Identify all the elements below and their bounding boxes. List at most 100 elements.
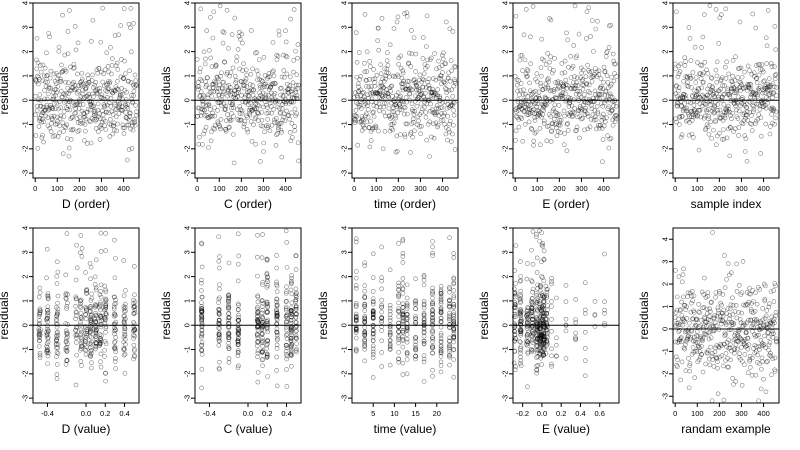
data-point xyxy=(82,114,88,120)
data-point xyxy=(229,105,234,111)
y-tick-label: 2 xyxy=(21,275,30,279)
data-point xyxy=(512,311,518,317)
data-point xyxy=(540,243,545,249)
data-point xyxy=(407,97,412,103)
data-point xyxy=(115,121,120,127)
y-tick-label: 1 xyxy=(501,74,510,78)
data-point xyxy=(294,72,300,78)
data-point xyxy=(121,352,127,358)
data-point xyxy=(289,305,294,311)
data-point xyxy=(274,265,280,271)
data-point xyxy=(360,90,365,96)
data-point xyxy=(288,314,294,320)
data-point xyxy=(698,114,704,120)
data-point xyxy=(438,118,444,123)
data-point xyxy=(283,299,289,304)
data-point xyxy=(257,90,262,95)
data-point xyxy=(417,72,423,78)
data-point xyxy=(260,301,266,306)
x-tick-label: 200 xyxy=(235,184,248,193)
data-point xyxy=(354,114,359,119)
data-point xyxy=(556,122,562,128)
data-points xyxy=(511,228,607,390)
data-point xyxy=(573,297,578,302)
data-point xyxy=(260,307,265,313)
data-point xyxy=(202,61,208,67)
data-point xyxy=(521,108,527,114)
data-point xyxy=(263,96,269,102)
data-point xyxy=(289,300,295,306)
data-point xyxy=(768,124,773,129)
data-point xyxy=(549,317,554,322)
data-point xyxy=(543,283,549,289)
data-point xyxy=(362,283,368,288)
data-point xyxy=(532,118,538,123)
data-point xyxy=(121,313,127,319)
data-point xyxy=(530,4,536,9)
data-point xyxy=(251,88,256,93)
data-point xyxy=(209,64,215,69)
data-point xyxy=(772,281,778,286)
data-point xyxy=(215,100,221,105)
data-point xyxy=(259,117,265,123)
data-point xyxy=(37,308,43,313)
data-point xyxy=(51,71,57,77)
data-point xyxy=(580,115,585,121)
data-point xyxy=(518,114,523,120)
data-point xyxy=(602,100,607,106)
data-point xyxy=(518,296,523,302)
data-point xyxy=(362,329,368,335)
y-tick-label: -3 xyxy=(21,395,30,402)
data-point xyxy=(521,32,527,38)
data-point xyxy=(229,111,234,116)
x-axis-label: E (order) xyxy=(542,197,589,211)
data-point xyxy=(207,107,213,112)
data-point xyxy=(362,304,368,309)
data-point xyxy=(93,303,99,309)
data-point xyxy=(239,108,245,114)
data-point xyxy=(717,115,722,121)
x-tick-label: 20 xyxy=(433,409,441,418)
data-point xyxy=(584,9,590,15)
data-point xyxy=(400,237,406,242)
data-point xyxy=(413,347,418,353)
x-axis-label: randam example xyxy=(681,422,771,436)
data-point xyxy=(235,307,241,313)
data-point xyxy=(675,94,680,99)
data-point xyxy=(243,100,248,105)
data-point xyxy=(204,28,210,34)
data-point xyxy=(421,356,427,362)
data-point xyxy=(127,113,133,119)
data-point xyxy=(235,90,241,95)
data-point xyxy=(612,71,617,76)
data-point xyxy=(443,61,448,66)
data-point xyxy=(240,40,245,46)
data-point xyxy=(289,291,295,297)
data-point xyxy=(113,114,119,119)
data-point xyxy=(719,12,724,17)
data-point xyxy=(763,105,769,111)
data-point xyxy=(276,127,281,132)
data-point xyxy=(122,331,128,337)
data-point xyxy=(387,128,393,134)
data-point xyxy=(288,74,293,80)
data-point xyxy=(41,73,47,79)
data-point xyxy=(294,349,299,355)
data-point xyxy=(544,102,549,108)
data-point xyxy=(44,347,50,353)
data-point xyxy=(90,91,95,97)
data-point xyxy=(255,319,261,325)
data-point xyxy=(199,300,204,305)
data-point xyxy=(79,246,85,251)
data-point xyxy=(387,267,393,273)
data-point xyxy=(597,92,603,97)
data-point xyxy=(199,352,205,357)
data-point xyxy=(724,277,729,282)
data-point xyxy=(535,282,540,288)
data-point xyxy=(239,111,245,116)
data-point xyxy=(516,124,522,130)
data-point xyxy=(82,347,88,353)
data-point xyxy=(421,341,427,346)
data-point xyxy=(430,250,435,256)
data-point xyxy=(52,78,58,84)
